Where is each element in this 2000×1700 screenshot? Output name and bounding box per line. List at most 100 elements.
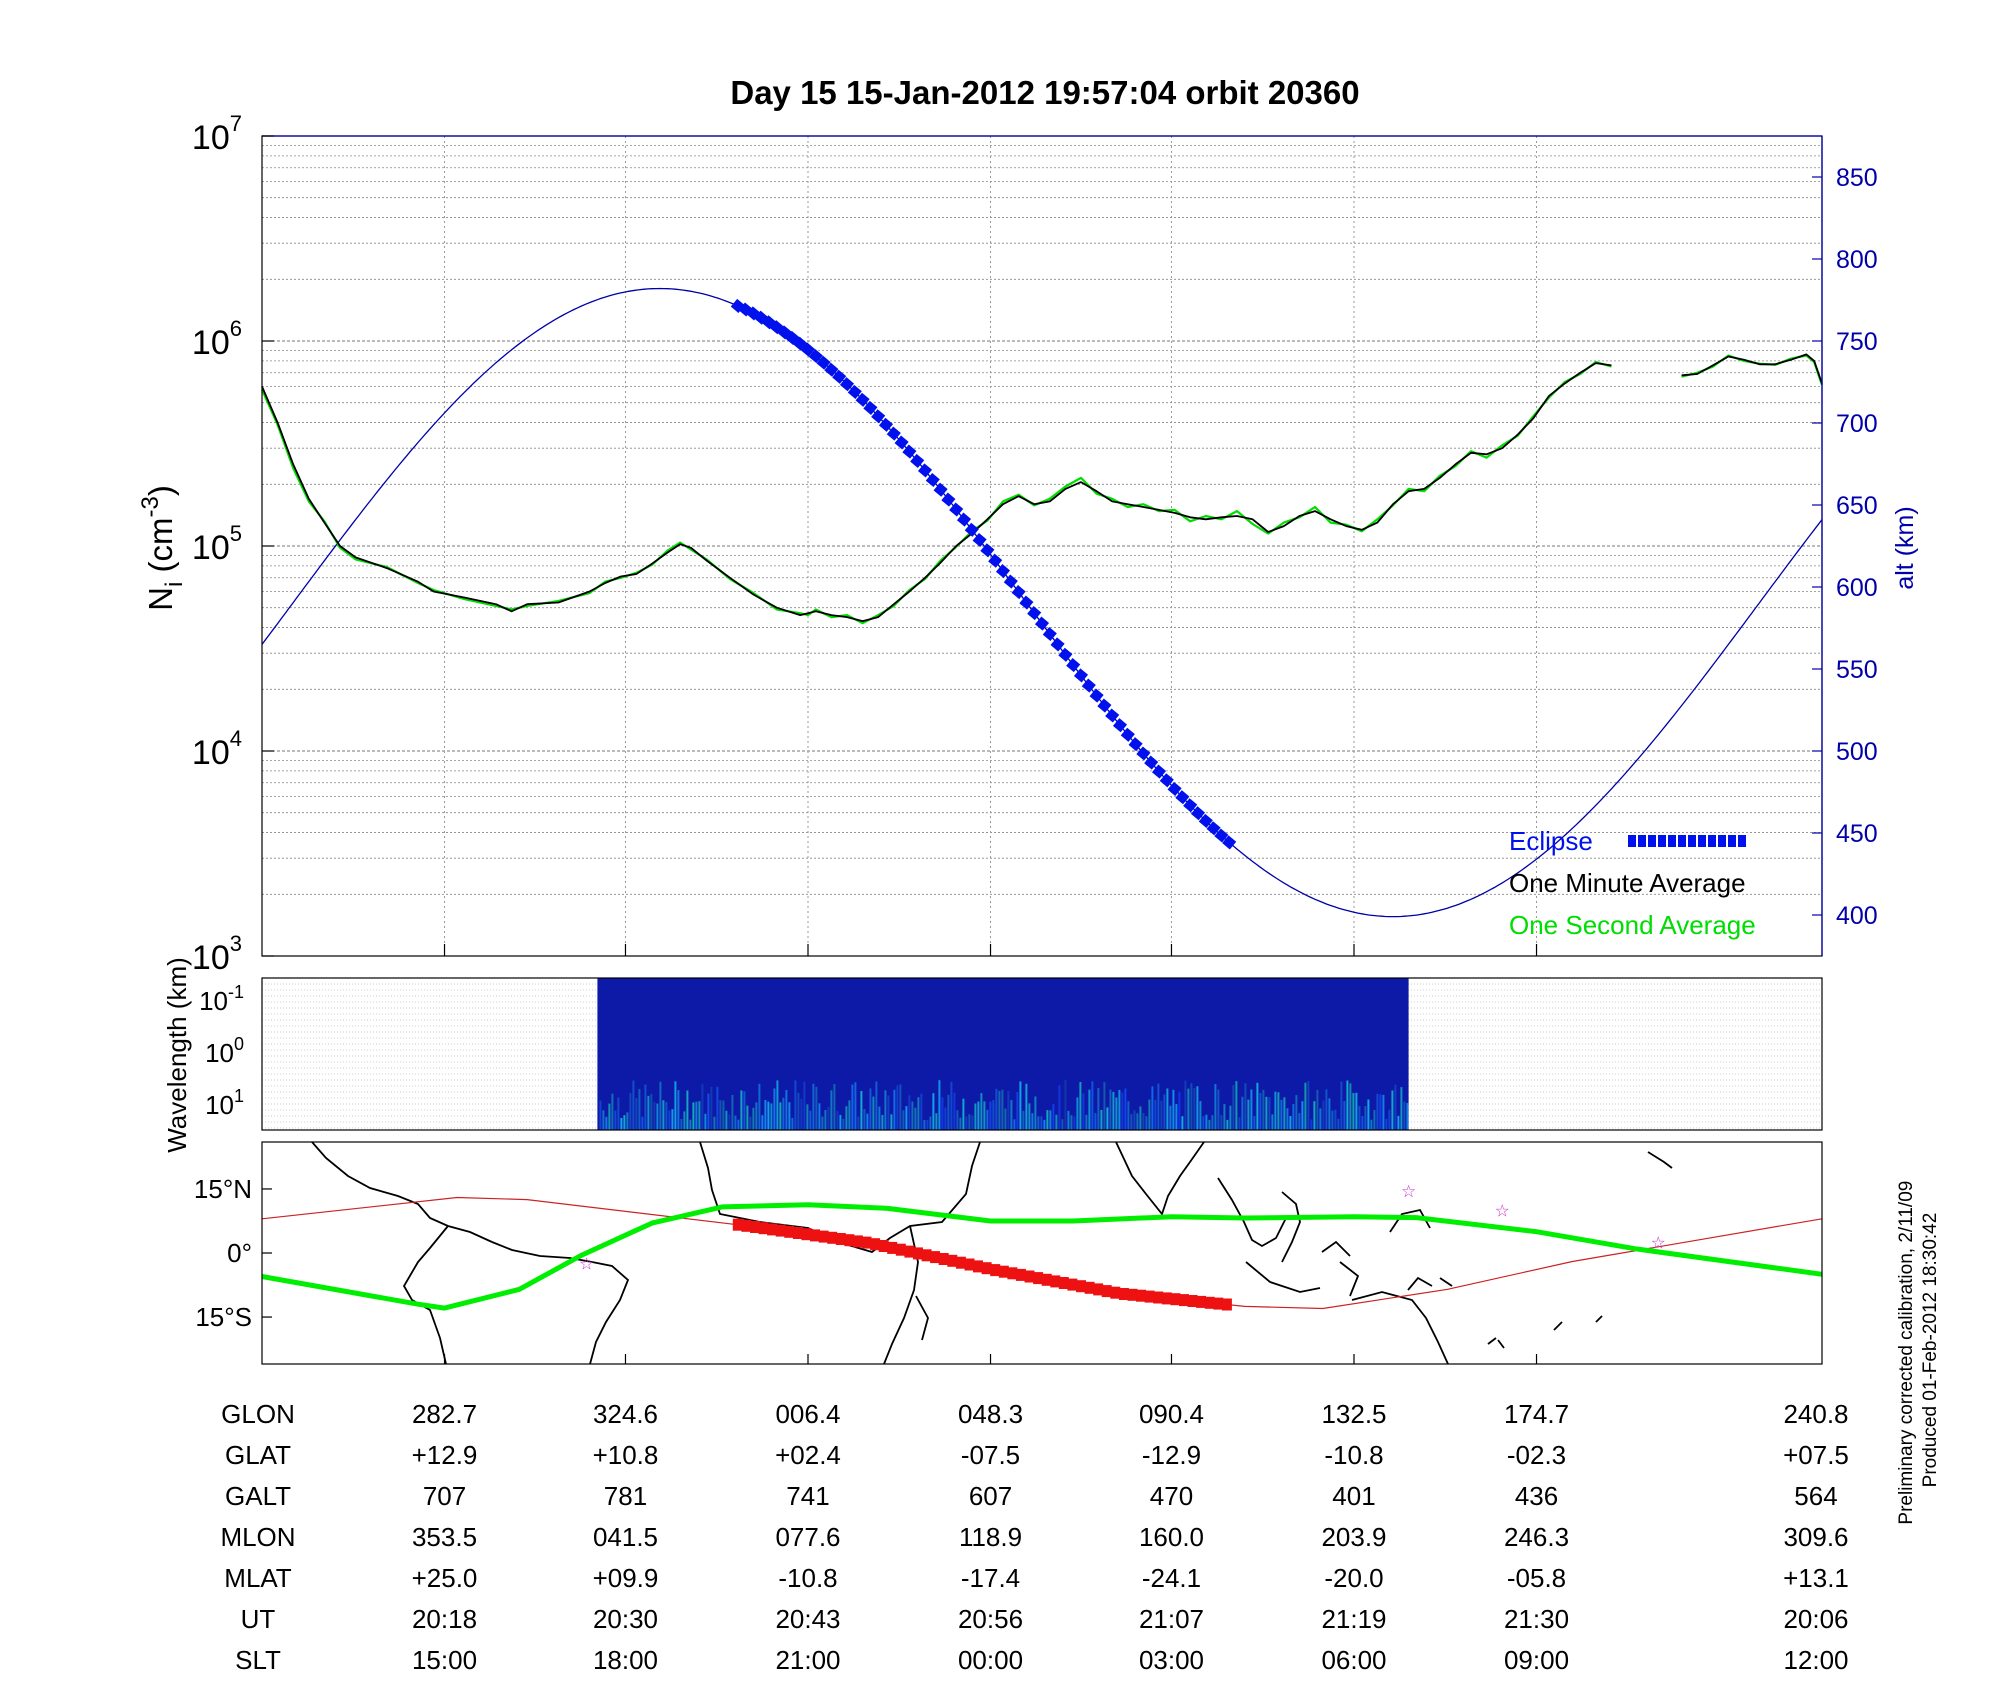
table-cell: -02.3 (1507, 1440, 1566, 1470)
spectrum-cell (1232, 1085, 1235, 1130)
spectrum-cell (641, 1116, 644, 1130)
y-tick-exp: 4 (230, 726, 242, 751)
eclipse-track-marker (861, 1236, 872, 1249)
eclipse-marker (1151, 764, 1167, 779)
spectrum-tick-base: 10 (199, 986, 228, 1016)
eclipse-track-marker (1033, 1272, 1044, 1285)
spectrum-cell (1316, 1089, 1319, 1130)
spectrum-cell (998, 1090, 1001, 1130)
y2-tick-label: 750 (1836, 328, 1878, 356)
coastline-segment (1497, 1339, 1505, 1349)
spectrum-cell (1136, 1113, 1139, 1130)
table-cell: 118.9 (959, 1522, 1022, 1552)
spectrum-cell (956, 1110, 959, 1130)
y-tick-exp: 5 (230, 521, 242, 546)
table-cell: 203.9 (1321, 1522, 1386, 1552)
spectrum-cell (1118, 1090, 1121, 1130)
eclipse-marker (1206, 821, 1221, 836)
spectrum-cell (1169, 1105, 1172, 1130)
footnote-line-1: Preliminary corrected calibration, 2/11/… (1896, 1181, 1917, 1525)
eclipse-track-marker (784, 1225, 795, 1238)
spectrum-cell (797, 1092, 800, 1130)
spectrum-cell (833, 1084, 836, 1130)
spectrum-cell (1247, 1099, 1250, 1130)
spectrum-cell (743, 1091, 746, 1130)
table-cell: +13.1 (1783, 1563, 1849, 1593)
y-label-sub: i (161, 582, 188, 587)
legend-eclipse-label: Eclipse (1509, 826, 1593, 856)
y-tick-exp: 3 (230, 931, 242, 956)
spectrum-cell (806, 1104, 809, 1130)
eclipse-marker (925, 472, 940, 488)
spectrum-cell (884, 1090, 887, 1130)
spectrum-cell (959, 1117, 962, 1130)
eclipse-track-marker (964, 1258, 975, 1271)
spectrum-cell (1322, 1100, 1325, 1130)
spectrum-tick-base: 10 (205, 1090, 234, 1120)
spectrum-cell (1142, 1112, 1145, 1130)
y-label-rest: (cm (142, 518, 179, 582)
table-cell: 160.0 (1139, 1522, 1204, 1552)
spectrum-plot-area (261, 977, 1823, 1131)
coastline-segment (1439, 1277, 1453, 1287)
spectrum-cell (1187, 1088, 1190, 1130)
eclipse-marker (894, 435, 909, 450)
spectrum-cell (839, 1114, 842, 1130)
table-cell: 18:00 (593, 1645, 658, 1675)
table-cell: 048.3 (958, 1399, 1023, 1429)
spectrum-cell (821, 1116, 824, 1130)
spectrum-cell (1355, 1092, 1358, 1130)
eclipse-track-marker (1101, 1285, 1112, 1298)
spectrum-cell (1007, 1091, 1010, 1130)
eclipse-track-marker (981, 1262, 992, 1275)
legend-eclipse-swatch (1628, 835, 1746, 847)
spectrum-cell (1373, 1110, 1376, 1130)
spectrum-cell (749, 1116, 752, 1130)
spectrum-cell (674, 1081, 677, 1130)
legend-eclipse-marker (1638, 835, 1646, 847)
spectrum-cell (911, 1101, 914, 1130)
legend-second-label: One Second Average (1509, 910, 1756, 940)
spectrum-cell (881, 1115, 884, 1130)
spectrum-cell (623, 1115, 626, 1130)
eclipse-track-marker (1050, 1275, 1061, 1288)
spectrum-cell (767, 1101, 770, 1130)
spectrum-cell (1073, 1116, 1076, 1130)
y2-tick-label: 850 (1836, 164, 1878, 192)
spectrum-cell (1004, 1108, 1007, 1130)
spectrum-cell (872, 1096, 875, 1130)
coastline-segment (1487, 1337, 1497, 1345)
coastline-segment (1595, 1315, 1603, 1323)
legend-eclipse-marker (1698, 835, 1706, 847)
spectrum-cell (689, 1119, 692, 1130)
spectrum-cell (995, 1088, 998, 1130)
spectrum-cell (1076, 1097, 1079, 1130)
spectrum-cell (935, 1113, 938, 1130)
eclipse-marker (824, 362, 839, 377)
eclipse-marker (1027, 606, 1042, 621)
spectrum-cell (923, 1120, 926, 1130)
spectrum-cell (920, 1093, 923, 1130)
spectrum-cell (905, 1106, 908, 1130)
spectrum-cell (1328, 1098, 1331, 1130)
spectrum-cell (740, 1090, 743, 1130)
eclipse-track-marker (1161, 1292, 1172, 1305)
spectrum-cell (782, 1097, 785, 1130)
spectrum-cell (875, 1081, 878, 1130)
spectrum-cell (719, 1100, 722, 1130)
spectrum-cell (893, 1089, 896, 1130)
y-tick-exp: 6 (230, 316, 242, 341)
legend-eclipse-marker (1718, 835, 1726, 847)
spectrum-cell (791, 1117, 794, 1130)
spectrum-cell (1379, 1094, 1382, 1130)
table-cell: 21:19 (1321, 1604, 1386, 1634)
spectrum-cell (1115, 1097, 1118, 1130)
spectrum-cell (677, 1090, 680, 1130)
eclipse-marker (980, 543, 995, 558)
spectrum-cell (602, 1110, 605, 1130)
spectrum-cell (605, 1116, 608, 1130)
table-cell: 06:00 (1321, 1645, 1386, 1675)
spectrum-cell (1025, 1083, 1028, 1130)
spectrum-cell (836, 1111, 839, 1130)
table-cell: 564 (1794, 1481, 1837, 1511)
